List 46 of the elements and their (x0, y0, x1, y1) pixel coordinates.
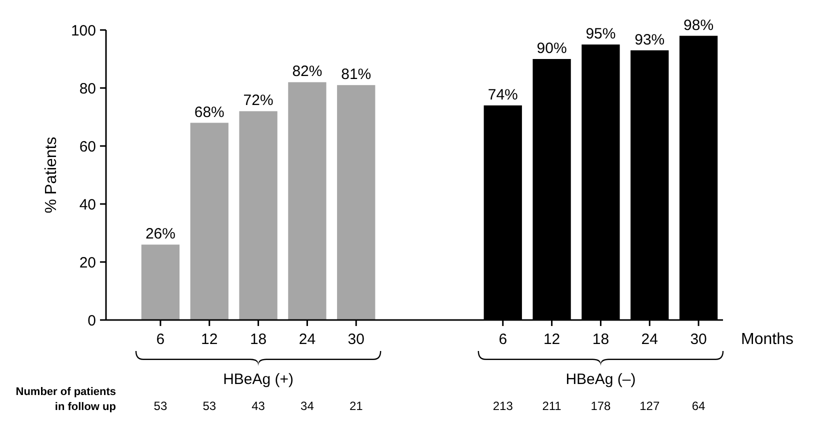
bar (288, 82, 326, 320)
x-tick-label: 18 (592, 331, 610, 348)
y-tick-label: 20 (79, 254, 96, 272)
text: 53 (154, 399, 168, 413)
bar (190, 122, 228, 320)
data-label: 90% (536, 40, 567, 57)
y-tick-label: 60 (79, 138, 96, 156)
y-tick-label: 100 (70, 22, 96, 40)
text: 211 (542, 399, 562, 413)
data-label: 26% (145, 226, 176, 243)
text: 43 (252, 399, 266, 413)
data-label: 95% (586, 26, 616, 42)
data-label: 72% (243, 92, 274, 110)
text: HBeAg (–) (566, 371, 636, 388)
data-label: 93% (634, 31, 665, 48)
x-tick-label: 6 (156, 331, 165, 348)
x-axis-title: Months (741, 331, 794, 348)
text: 127 (640, 399, 660, 413)
data-label: 74% (488, 86, 518, 104)
x-tick-label: 30 (690, 331, 707, 348)
data-label: 82% (292, 63, 322, 80)
text: 34 (300, 399, 314, 413)
data-label: 98% (684, 16, 714, 34)
bar (239, 111, 278, 320)
text: 53 (202, 399, 216, 413)
text: 178 (590, 399, 612, 413)
x-tick-label: 12 (201, 331, 218, 348)
bar (141, 244, 180, 320)
text: HBeAg (+) (223, 371, 294, 388)
text: 213 (492, 399, 514, 413)
text: 21 (349, 399, 364, 413)
bar (337, 85, 376, 320)
text: 64 (692, 399, 706, 413)
data-label: 68% (194, 104, 224, 121)
x-tick-label: 24 (298, 331, 316, 348)
y-tick-label: 40 (79, 196, 96, 214)
y-tick-label: 80 (79, 80, 96, 98)
data-label: 81% (341, 66, 372, 84)
y-tick-label: 0 (88, 312, 96, 330)
x-tick-label: 6 (498, 331, 508, 348)
x-tick-label: 12 (543, 331, 560, 348)
y-axis-title: % Patients (43, 136, 60, 214)
x-tick-label: 24 (641, 331, 658, 348)
x-tick-label: 18 (250, 331, 267, 348)
text: Number of patients in follow up (16, 386, 116, 413)
x-tick-label: 30 (348, 331, 364, 348)
